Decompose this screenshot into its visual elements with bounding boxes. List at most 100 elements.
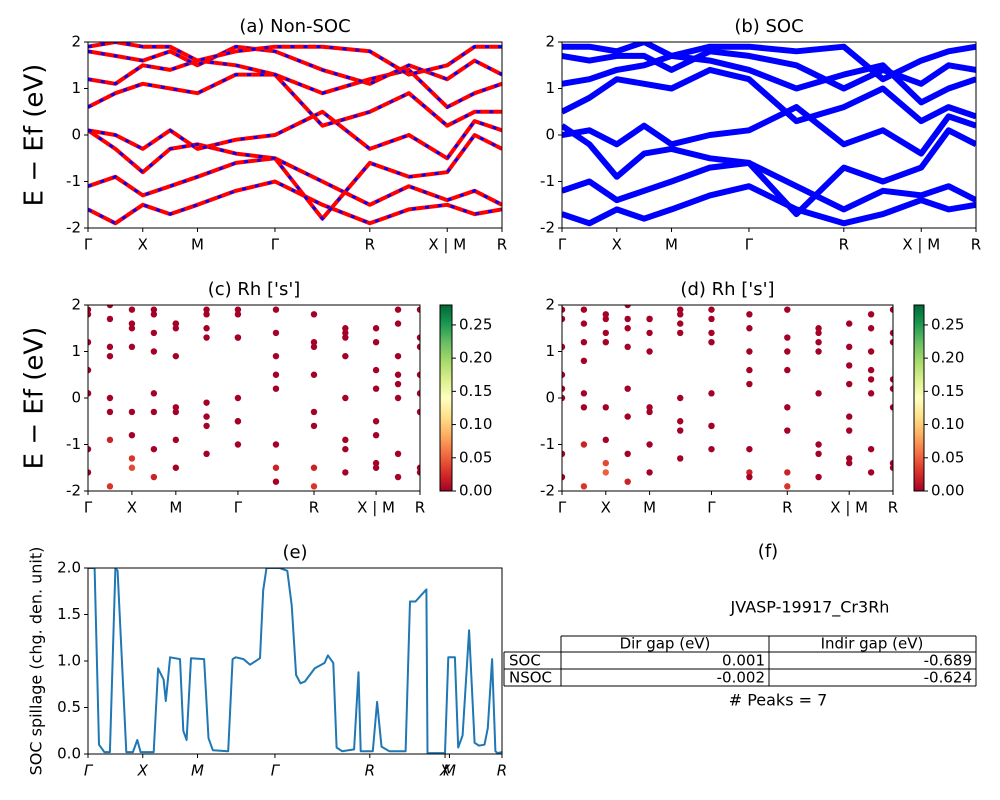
band-point	[310, 422, 318, 430]
band-point	[372, 418, 380, 425]
band-point	[815, 329, 822, 337]
band-point	[784, 404, 791, 411]
panel-title: (a) Non-SOC	[239, 16, 350, 37]
band-point	[394, 306, 402, 313]
band-point	[234, 418, 242, 425]
y-tick-label: -1	[540, 435, 555, 453]
band-point	[394, 352, 402, 360]
band-point	[580, 441, 588, 448]
y-tick-label: 0.5	[57, 698, 81, 716]
band-point	[602, 436, 609, 444]
band-point	[310, 311, 318, 318]
band-point	[310, 343, 318, 351]
x-tick-label: Γ	[271, 762, 281, 780]
band-point	[394, 394, 402, 402]
band-point	[272, 441, 280, 448]
band-point	[646, 404, 653, 411]
colorbar-tick-label: 0.15	[931, 382, 964, 400]
y-tick-label: -1	[540, 172, 555, 190]
band-point	[602, 404, 609, 411]
band-point	[150, 473, 158, 481]
axes-frame	[87, 304, 421, 492]
x-tick-label: R	[415, 499, 425, 517]
band-point	[580, 339, 588, 346]
band-point	[580, 306, 588, 313]
band-point	[562, 315, 566, 323]
band-point	[708, 306, 715, 313]
band-point	[602, 315, 609, 323]
colorbar-tick-label: 0.05	[459, 448, 492, 466]
band-point	[562, 371, 566, 378]
band-point	[867, 469, 875, 476]
band-dash	[88, 59, 502, 109]
band-line	[562, 183, 976, 227]
colorbar-tick-label: 0.20	[459, 349, 492, 367]
band-point	[342, 469, 349, 476]
band-point	[562, 394, 566, 402]
band-point	[416, 306, 420, 313]
axes-frame	[87, 567, 503, 755]
band-point	[602, 459, 609, 467]
band-point	[310, 371, 318, 378]
band-point	[708, 339, 715, 346]
band-point	[580, 357, 588, 364]
band-point	[677, 320, 684, 327]
y-tick-label: -2	[66, 219, 81, 237]
band-point	[88, 306, 92, 313]
y-tick-label: 1	[71, 342, 81, 360]
band-point	[416, 464, 420, 471]
panel-f: (f) JVASP-19917_Cr3Rh Dir gap (eV) Indir…	[503, 541, 977, 710]
band-point	[310, 464, 318, 471]
band-point	[677, 427, 684, 434]
band-point	[150, 408, 158, 416]
panel-title: (e)	[282, 542, 307, 563]
colorbar	[913, 304, 925, 492]
x-tick-label: X	[601, 499, 611, 517]
band-point	[646, 348, 653, 355]
band-point	[624, 413, 631, 420]
band-line	[562, 66, 976, 125]
y-tick-label: -2	[66, 482, 81, 500]
y-tick-label: -2	[540, 219, 555, 237]
band-point	[708, 329, 715, 337]
x-tick-label: M	[191, 236, 204, 254]
axes-frame	[561, 41, 977, 229]
band-point	[746, 445, 753, 453]
colorbar-tick-label: 0.10	[459, 415, 492, 433]
x-tick-label: Γ	[84, 499, 93, 517]
x-tick-label: R	[365, 236, 375, 254]
plot-area	[88, 568, 502, 754]
x-tick-label: Γ	[707, 499, 716, 517]
band-point	[272, 385, 280, 392]
band-point	[203, 450, 210, 457]
band-line	[562, 123, 976, 218]
y-tick-label: 1.5	[57, 605, 81, 623]
plot-area	[562, 42, 976, 227]
band-point	[846, 343, 853, 351]
band-point	[708, 390, 715, 397]
y-tick-label: 2	[545, 296, 555, 314]
band-point	[889, 385, 893, 392]
y-axis-label: SOC spillage (chg. den. unit)	[27, 547, 46, 776]
x-tick-label: M	[643, 499, 656, 517]
band-dash	[88, 180, 502, 225]
y-axis-label: E − Ef (eV)	[20, 64, 50, 207]
x-tick-label: X | M	[357, 499, 395, 517]
band-point	[172, 464, 180, 471]
band-point	[372, 385, 380, 392]
band-point	[234, 311, 242, 318]
y-tick-label: 1.0	[57, 652, 81, 670]
band-line	[88, 109, 502, 161]
band-point	[562, 306, 566, 313]
band-dash	[88, 129, 502, 221]
band-point	[677, 306, 684, 313]
axes-frame	[561, 304, 894, 492]
band-point	[889, 329, 893, 337]
y-tick-label: 0	[545, 389, 555, 407]
band-point	[867, 325, 875, 332]
x-tick-label: X	[439, 762, 451, 780]
band-point	[203, 311, 210, 318]
colorbar-tick-label: 0.20	[931, 349, 964, 367]
band-point	[815, 348, 822, 355]
table-cell: 0.001	[722, 652, 765, 670]
